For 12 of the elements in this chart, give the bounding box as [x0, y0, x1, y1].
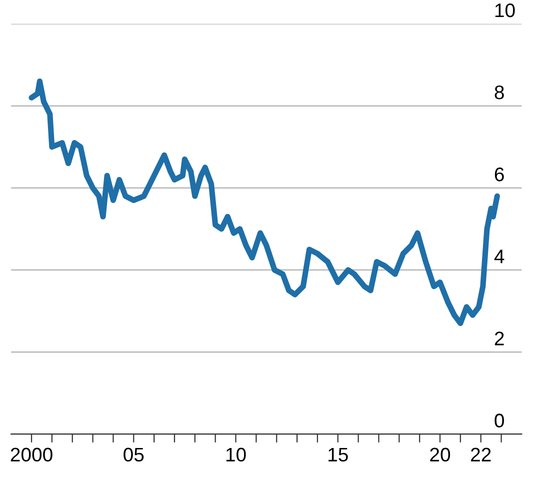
x-tick-label: 10: [226, 448, 246, 462]
y-tick-label: 8: [494, 86, 504, 100]
x-tick-label: 22: [471, 448, 491, 462]
x-tick-label: 05: [124, 448, 144, 462]
y-tick-label: 0: [494, 414, 504, 428]
y-tick-label: 6: [494, 168, 504, 182]
y-tick-label: 2: [494, 332, 504, 346]
x-tick-label: 2000: [10, 448, 52, 462]
x-tick-label: 20: [430, 448, 450, 462]
y-tick-label: 10: [495, 3, 515, 18]
x-tick-label: 15: [328, 448, 348, 462]
y-tick-label: 4: [494, 250, 504, 264]
